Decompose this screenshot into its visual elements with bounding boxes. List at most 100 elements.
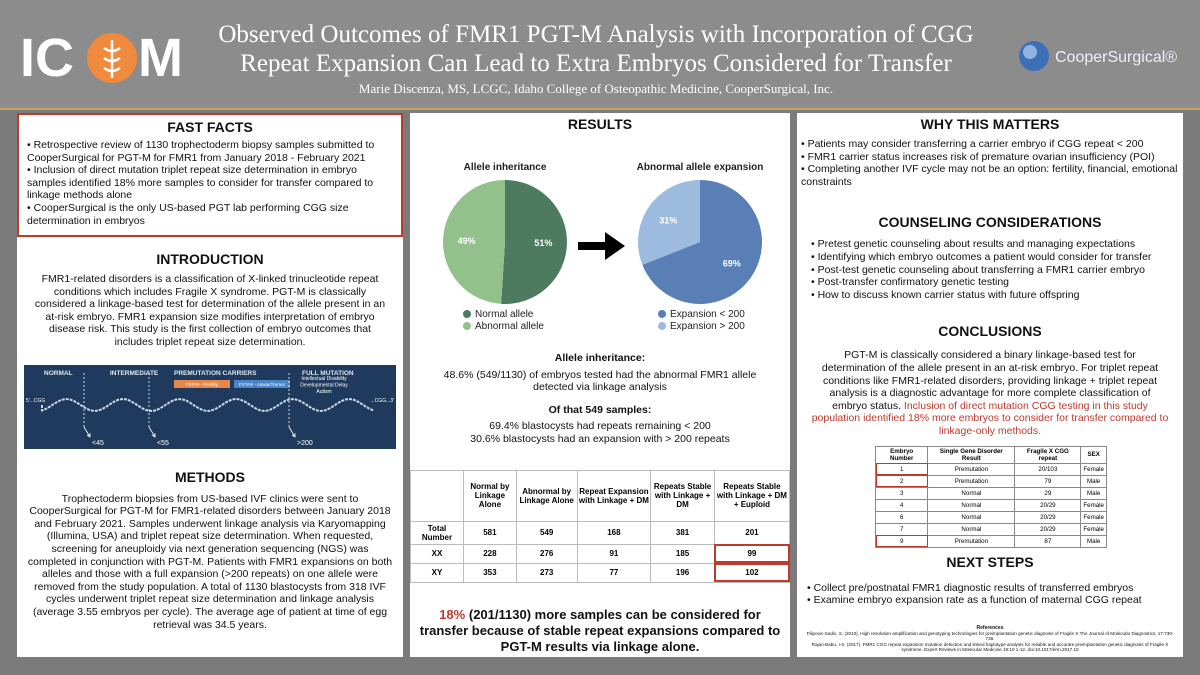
tag-bg <box>174 379 230 388</box>
table-cell: 549 <box>515 520 578 545</box>
line: 30.6% blastocysts had an expansion with … <box>470 432 730 445</box>
list-item: Retrospective review of 1130 trophectode… <box>27 139 397 164</box>
repeat-figure: NORMAL INTERMEDIATE PREMUTATION CARRIERS FU… <box>24 364 396 449</box>
table-row: XX 228 276 91 185 99 <box>410 543 791 564</box>
list-item: How to discuss known carrier status with… <box>811 289 1183 302</box>
table-cell: 102 <box>713 562 791 583</box>
table-cell: 6 <box>874 510 929 524</box>
legend-swatch <box>658 310 666 318</box>
column-header: Repeat Expansion with Linkage + DM <box>576 469 652 522</box>
table-cell: 185 <box>650 543 715 564</box>
bullet-list: Retrospective review of 1130 trophectode… <box>23 139 397 227</box>
section-heading: WHY THIS MATTERS <box>920 116 1060 132</box>
table-cell: Normal <box>927 486 1016 500</box>
tag-bg <box>234 379 290 388</box>
legend-label: Normal allele <box>475 309 534 320</box>
table-cell: 2 <box>874 474 929 488</box>
authors: Marie Discenza, MS, LCGC, Idaho College … <box>359 81 833 96</box>
summary-heading: Of that 549 samples: <box>548 403 652 416</box>
conclusion-highlight: Inclusion of direct mutation CGG testing… <box>811 399 1169 437</box>
pie-slice <box>642 180 762 304</box>
stage-label: NORMAL <box>44 370 73 377</box>
table-row: 3 Normal 29 Male <box>874 486 1107 500</box>
table-row: 2 Premutation 79 Male <box>874 474 1107 488</box>
table-cell: Female <box>1080 522 1107 536</box>
table-cell: Female <box>1080 462 1107 476</box>
threshold-arrow <box>148 426 156 438</box>
slice-label: 69% <box>723 259 741 269</box>
table-row: Total Number 581 549 168 381 201 <box>410 520 791 545</box>
bullet-list: Patients may consider transferring a car… <box>797 138 1183 188</box>
table-cell: Male <box>1080 486 1107 500</box>
outcome-label: Autism <box>316 389 331 395</box>
legend-label: Expansion > 200 <box>670 321 745 332</box>
pie-slice <box>443 180 505 304</box>
tag-label: FXPOI - Fertility <box>186 382 219 387</box>
pie-slice <box>501 180 568 304</box>
column-left: FAST FACTS Retrospective review of 1130 … <box>17 113 403 657</box>
paragraph: PGT-M is classically considered a binary… <box>797 339 1183 437</box>
slice-label: 49% <box>458 236 476 246</box>
paragraph: 48.6% (549/1130) of embryos tested had t… <box>443 368 757 394</box>
legend-swatch <box>463 310 471 318</box>
table-cell: 353 <box>463 562 517 583</box>
bullet-list: Collect pre/postnatal FMR1 diagnostic re… <box>797 582 1183 607</box>
list-item: Inclusion of direct mutation triplet rep… <box>27 164 397 202</box>
section-heading: INTRODUCTION <box>156 251 264 267</box>
list-item: CooperSurgical is the only US-based PGT … <box>27 202 397 227</box>
column-header: Embryo Number <box>874 445 929 464</box>
row-label: XY <box>410 562 464 583</box>
table-cell: Female <box>1080 498 1107 512</box>
strand-end: ...CGG...3' <box>371 398 395 404</box>
results-table: Normal by Linkage Alone Abnormal by Linka… <box>410 469 791 583</box>
table-header-row: Embryo Number Single Gene Disorder Result… <box>874 445 1107 464</box>
table-cell: 20/29 <box>1014 498 1082 512</box>
threshold-arrow <box>83 426 91 438</box>
table-cell: 273 <box>515 562 578 583</box>
reference-list: Filipovic-Sadic, S. (2010). High resolut… <box>797 631 1183 653</box>
table-cell: Normal <box>927 498 1016 512</box>
section-heading: CONCLUSIONS <box>938 323 1042 340</box>
column-header: Single Gene Disorder Result <box>927 445 1016 464</box>
table-cell: 196 <box>650 562 715 583</box>
table-cell: Premutation <box>927 462 1016 476</box>
table-cell: 87 <box>1014 534 1082 548</box>
paragraph: FMR1-related disorders is a classificati… <box>34 273 386 348</box>
references-heading: References <box>976 624 1004 631</box>
table-cell: 29 <box>1014 486 1082 500</box>
embryo-table: Embryo Number Single Gene Disorder Result… <box>874 445 1107 548</box>
column-header: Abnormal by Linkage Alone <box>515 469 578 522</box>
legend-swatch <box>463 322 471 330</box>
list-item: Identifying which embryo outcomes a pati… <box>811 251 1183 264</box>
slice-label: 51% <box>534 238 552 248</box>
threshold-label: <55 <box>157 440 169 447</box>
stage-label: PREMUTATION CARRIERS <box>174 370 257 377</box>
column-header: Fragile X CGG repeat <box>1014 445 1082 464</box>
section-heading: COUNSELING CONSIDERATIONS <box>878 214 1102 231</box>
dna-strand <box>41 397 375 412</box>
table-cell: 20/29 <box>1014 522 1082 536</box>
key-finding: 18% (201/1130) more samples can be consi… <box>410 607 790 655</box>
table-cell: 79 <box>1014 474 1082 488</box>
table-header-row: Normal by Linkage Alone Abnormal by Linka… <box>410 469 791 522</box>
strand-end: 5'...CGG <box>26 398 45 404</box>
fast-facts-box: FAST FACTS Retrospective review of 1130 … <box>17 113 403 237</box>
logo-left: IC <box>20 28 74 88</box>
sponsor-name: CooperSurgical® <box>1055 49 1177 66</box>
bullet-list: Pretest genetic counseling about results… <box>797 238 1183 301</box>
slice-label: 31% <box>659 215 677 225</box>
table-row: 4 Normal 20/29 Female <box>874 498 1107 512</box>
table-cell: Premutation <box>927 534 1016 548</box>
table-cell: 9 <box>874 534 929 548</box>
threshold-arrow <box>288 426 296 438</box>
table-row: 6 Normal 20/29 Female <box>874 510 1107 524</box>
reference: Filipovic-Sadic, S. (2010). High resolut… <box>806 630 1174 642</box>
arrow <box>578 232 625 260</box>
stage-label: FULL MUTATION <box>302 370 354 377</box>
list-item: Patients may consider transferring a car… <box>801 138 1183 151</box>
table-cell: 20/103 <box>1014 462 1082 476</box>
list-item: Completing another IVF cycle may not be … <box>801 163 1183 188</box>
table-cell: 201 <box>713 520 791 545</box>
table-cell: 228 <box>463 543 517 564</box>
